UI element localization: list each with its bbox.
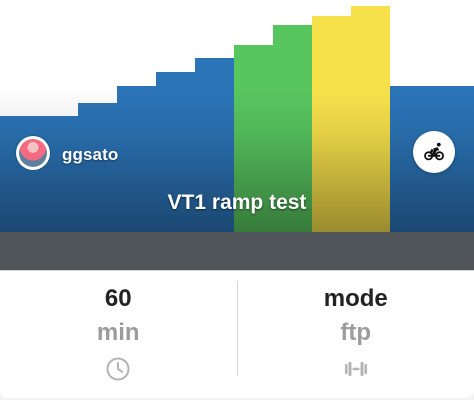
profile-bar-2 [78, 103, 117, 232]
workout-title: VT1 ramp test [167, 191, 307, 214]
duration-stat: 60 min [0, 271, 237, 398]
mode-stat: mode ftp [238, 271, 474, 398]
profile-bar-1 [0, 116, 78, 232]
stats-divider [236, 281, 238, 376]
profile-bar-5 [195, 58, 234, 232]
profile-bar-9 [351, 6, 390, 232]
author-name[interactable]: ggsato [62, 145, 119, 164]
profile-bar-4 [156, 72, 195, 232]
ride-button[interactable] [413, 131, 455, 173]
avatar-photo [19, 139, 47, 167]
duration-label: min [96, 319, 140, 346]
workout-hero: ggsato VT1 ramp test [0, 6, 474, 270]
profile-bar-6 [234, 45, 273, 232]
workout-profile [0, 6, 474, 232]
profile-bar-8 [312, 16, 351, 232]
profile-bar-7 [273, 25, 312, 232]
bicycle-icon [424, 142, 444, 161]
mode-label: ftp [340, 319, 372, 346]
workout-stats: 60 min mode ftp [0, 270, 474, 398]
dumbbell-icon [342, 355, 370, 383]
profile-bar-3 [117, 86, 156, 232]
hero-base-strip [0, 232, 474, 270]
clock-icon [104, 355, 132, 383]
mode-value: mode [323, 285, 388, 312]
duration-value: 60 [104, 285, 132, 312]
avatar[interactable] [16, 136, 50, 170]
